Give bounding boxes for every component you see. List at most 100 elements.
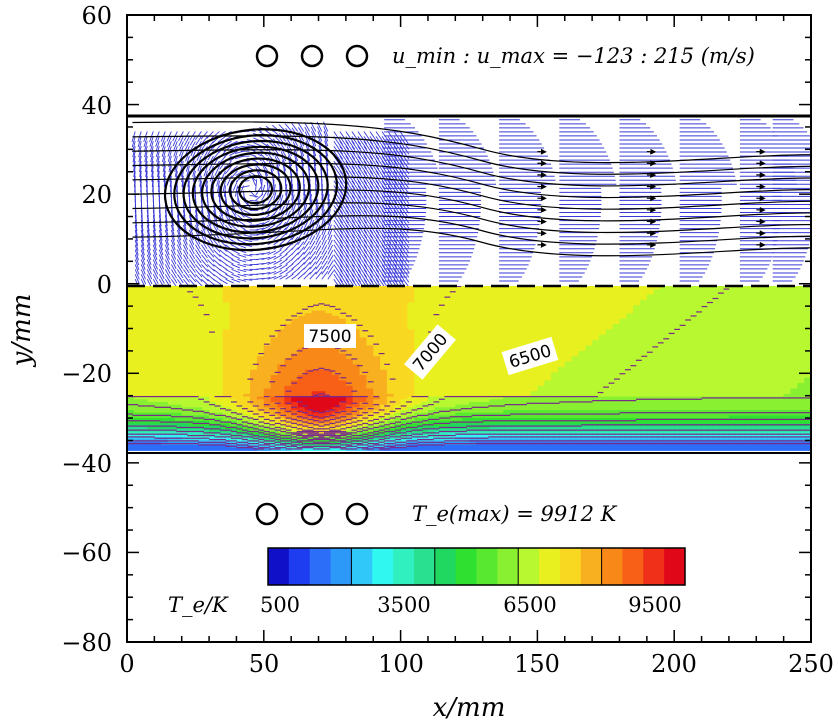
temperature-cell — [195, 342, 203, 347]
temperature-cell — [496, 426, 504, 430]
temperature-cell — [277, 291, 285, 296]
temperature-cell — [133, 367, 142, 371]
temperature-cell — [530, 436, 538, 441]
temperature-cell — [174, 412, 183, 416]
temperature-cell — [284, 356, 292, 360]
temperature-cell — [318, 388, 326, 392]
temperature-cell — [284, 321, 292, 325]
temperature-cell — [147, 345, 155, 349]
temperature-cell — [270, 332, 279, 336]
temperature-cell — [489, 358, 497, 363]
temperature-cell — [646, 401, 655, 406]
temperature-cell — [366, 385, 374, 390]
temperature-cell — [174, 318, 183, 322]
temperature-cell — [256, 412, 265, 416]
temperature-cell — [154, 412, 162, 416]
temperature-cell — [667, 383, 675, 387]
temperature-cell — [482, 305, 491, 309]
temperature-cell — [311, 369, 320, 373]
temperature-cell — [284, 404, 292, 408]
temperature-cell — [640, 415, 648, 419]
temperature-cell — [263, 372, 272, 376]
temperature-cell — [127, 401, 135, 406]
temperature-cell — [510, 380, 518, 384]
temperature-cell — [311, 380, 320, 384]
temperature-cell — [277, 289, 285, 293]
temperature-cell — [311, 383, 320, 387]
temperature-cell — [270, 302, 279, 306]
temperature-cell — [578, 356, 586, 360]
temperature-cell — [339, 353, 347, 357]
temperature-cell — [407, 410, 415, 414]
temperature-cell — [311, 348, 320, 352]
temperature-cell — [393, 436, 402, 441]
temperature-cell — [188, 329, 196, 333]
temperature-cell — [345, 321, 354, 325]
temperature-cell — [427, 302, 436, 306]
temperature-cell — [578, 326, 586, 330]
temperature-cell — [140, 393, 149, 398]
temperature-cell — [564, 318, 573, 322]
temperature-cell — [626, 302, 634, 306]
temperature-cell — [427, 369, 436, 373]
temperature-cell — [380, 332, 388, 336]
temperature-cell — [243, 340, 251, 344]
temperature-cell — [222, 310, 231, 314]
temperature-cell — [140, 345, 149, 349]
temperature-cell — [571, 396, 580, 400]
temperature-cell — [455, 410, 463, 414]
temperature-cell — [304, 291, 313, 296]
temperature-cell — [298, 375, 306, 379]
temperature-cell — [585, 326, 593, 330]
temperature-cell — [414, 399, 422, 403]
temperature-cell — [674, 340, 682, 344]
temperature-cell — [133, 334, 142, 339]
temperature-cell — [537, 294, 545, 298]
temperature-cell — [195, 431, 203, 435]
temperature-cell — [612, 415, 621, 419]
temperature-cell — [168, 315, 176, 320]
temperature-cell — [489, 342, 497, 347]
temperature-cell — [571, 385, 580, 390]
temperature-cell — [209, 321, 217, 325]
temperature-cell — [660, 291, 668, 296]
temperature-cell — [407, 348, 415, 352]
temperature-cell — [448, 364, 456, 368]
temperature-cell — [325, 375, 333, 379]
temperature-cell — [551, 302, 559, 306]
temperature-cell — [154, 348, 162, 352]
temperature-cell — [332, 321, 340, 325]
temperature-cell — [551, 372, 559, 376]
temperature-cell — [168, 305, 176, 309]
temperature-cell — [215, 315, 224, 320]
temperature-cell — [168, 391, 176, 395]
temperature-cell — [304, 299, 313, 304]
temperature-cell — [544, 404, 552, 408]
temperature-cell — [202, 353, 210, 357]
temperature-cell — [646, 436, 655, 441]
temperature-cell — [291, 372, 299, 376]
temperature-cell — [359, 377, 367, 382]
temperature-cell — [571, 348, 580, 352]
temperature-cell — [332, 367, 340, 371]
temperature-cell — [140, 294, 149, 298]
temperature-cell — [605, 294, 614, 298]
temperature-cell — [318, 369, 326, 373]
temperature-cell — [161, 412, 169, 416]
temperature-cell — [674, 302, 682, 306]
temperature-cell — [564, 404, 573, 408]
temperature-cell — [373, 396, 381, 400]
temperature-cell — [174, 391, 183, 395]
temperature-cell — [127, 340, 135, 344]
temperature-cell — [380, 410, 388, 414]
temperature-cell — [209, 294, 217, 298]
temperature-cell — [455, 367, 463, 371]
temperature-cell — [592, 375, 600, 379]
temperature-cell — [612, 380, 621, 384]
temperature-cell — [530, 385, 538, 390]
temperature-cell — [537, 418, 545, 422]
temperature-cell — [229, 404, 238, 408]
temperature-cell — [195, 412, 203, 416]
temperature-cell — [564, 340, 573, 344]
temperature-cell — [557, 340, 566, 344]
